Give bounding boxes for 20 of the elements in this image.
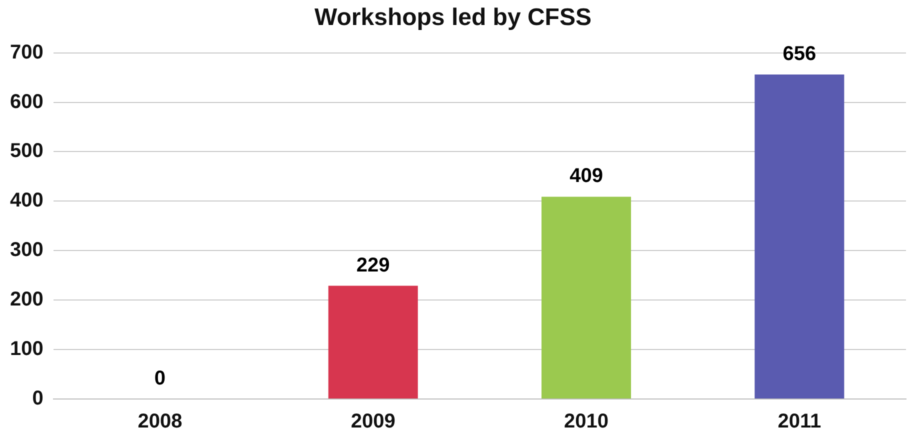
x-tick-label: 2008 [138,410,182,433]
y-tick-label: 500 [10,140,44,162]
y-tick-label: 0 [32,388,44,410]
y-tick-label: 600 [10,90,44,113]
bar [754,74,844,398]
bar [328,286,418,398]
y-tick-label: 400 [10,190,44,212]
data-label: 656 [782,43,816,66]
y-tick-label: 100 [10,338,44,360]
y-tick-label: 300 [10,239,44,262]
bar [542,196,632,398]
x-tick-label: 2011 [778,410,822,433]
y-tick-label: 700 [10,41,44,64]
data-label: 0 [154,368,166,390]
data-label: 229 [356,254,390,276]
data-label: 409 [570,165,603,188]
x-tick-label: 2010 [564,410,609,433]
y-tick-label: 200 [10,288,44,311]
chart-title: Workshops led by CFSS [314,4,592,32]
x-tick-label: 2009 [350,410,396,433]
